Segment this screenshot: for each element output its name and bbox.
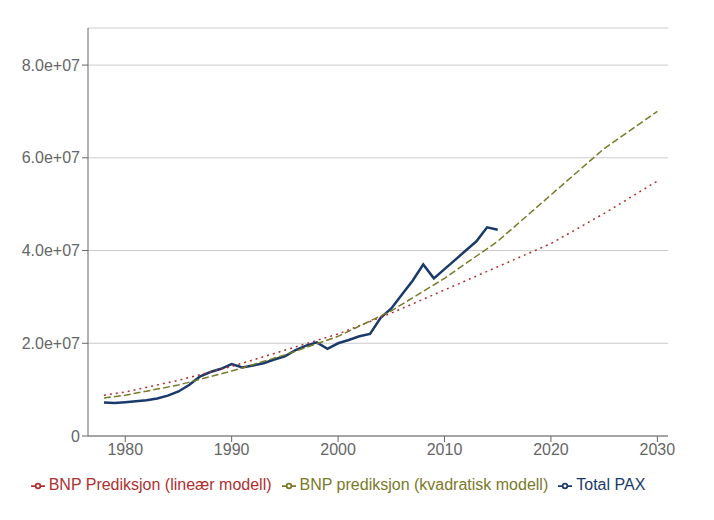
svg-text:8.0e+07: 8.0e+07: [22, 57, 80, 74]
svg-text:1990: 1990: [214, 441, 250, 458]
svg-text:2010: 2010: [427, 441, 463, 458]
svg-text:0: 0: [71, 428, 80, 445]
svg-text:2030: 2030: [640, 441, 676, 458]
svg-text:2.0e+07: 2.0e+07: [22, 335, 80, 352]
svg-text:2000: 2000: [320, 441, 356, 458]
html-text:BNP prediksjon (kvadratisk mod: BNP prediksjon (kvadratisk modell): [299, 476, 549, 493]
svg-text:6.0e+07: 6.0e+07: [22, 149, 80, 166]
html-text:Total PAX: Total PAX: [576, 476, 646, 493]
svg-text:1980: 1980: [107, 441, 143, 458]
svg-text:4.0e+07: 4.0e+07: [22, 242, 80, 259]
html-text:BNP Prediksjon (lineær modell): BNP Prediksjon (lineær modell): [48, 476, 272, 493]
svg-text:2020: 2020: [533, 441, 569, 458]
